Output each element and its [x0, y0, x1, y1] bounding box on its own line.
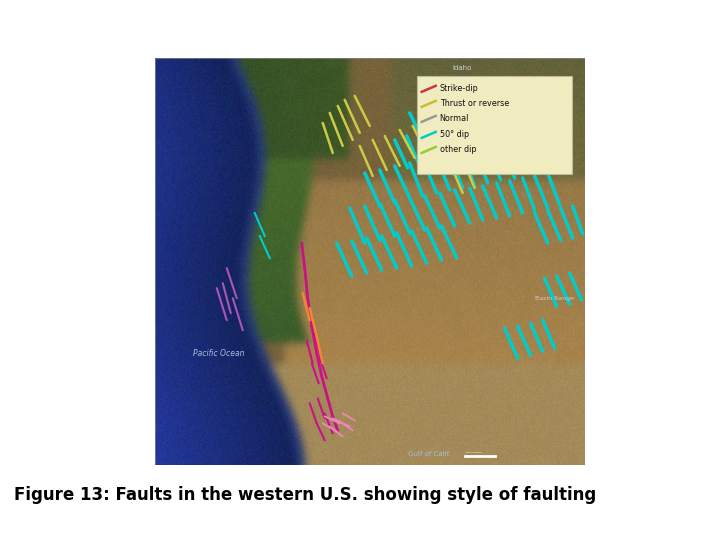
Text: ______: ______ [464, 448, 481, 453]
Text: 50° dip: 50° dip [440, 131, 469, 139]
Text: Basin Range: Basin Range [535, 296, 574, 301]
Bar [155, 58, 585, 465]
Text: Idaho: Idaho [453, 65, 472, 71]
Text: Gulf of Calif.: Gulf of Calif. [408, 451, 451, 457]
Text: Thrust or reverse: Thrust or reverse [440, 99, 509, 109]
Text: Pacific Ocean: Pacific Ocean [193, 349, 244, 359]
FancyBboxPatch shape [417, 76, 572, 174]
Text: Figure 13: Faults in the western U.S. showing style of faulting: Figure 13: Faults in the western U.S. sh… [14, 486, 597, 504]
Text: Strike-dip: Strike-dip [440, 84, 479, 93]
Text: other dip: other dip [440, 145, 476, 154]
Text: Normal: Normal [440, 114, 469, 123]
